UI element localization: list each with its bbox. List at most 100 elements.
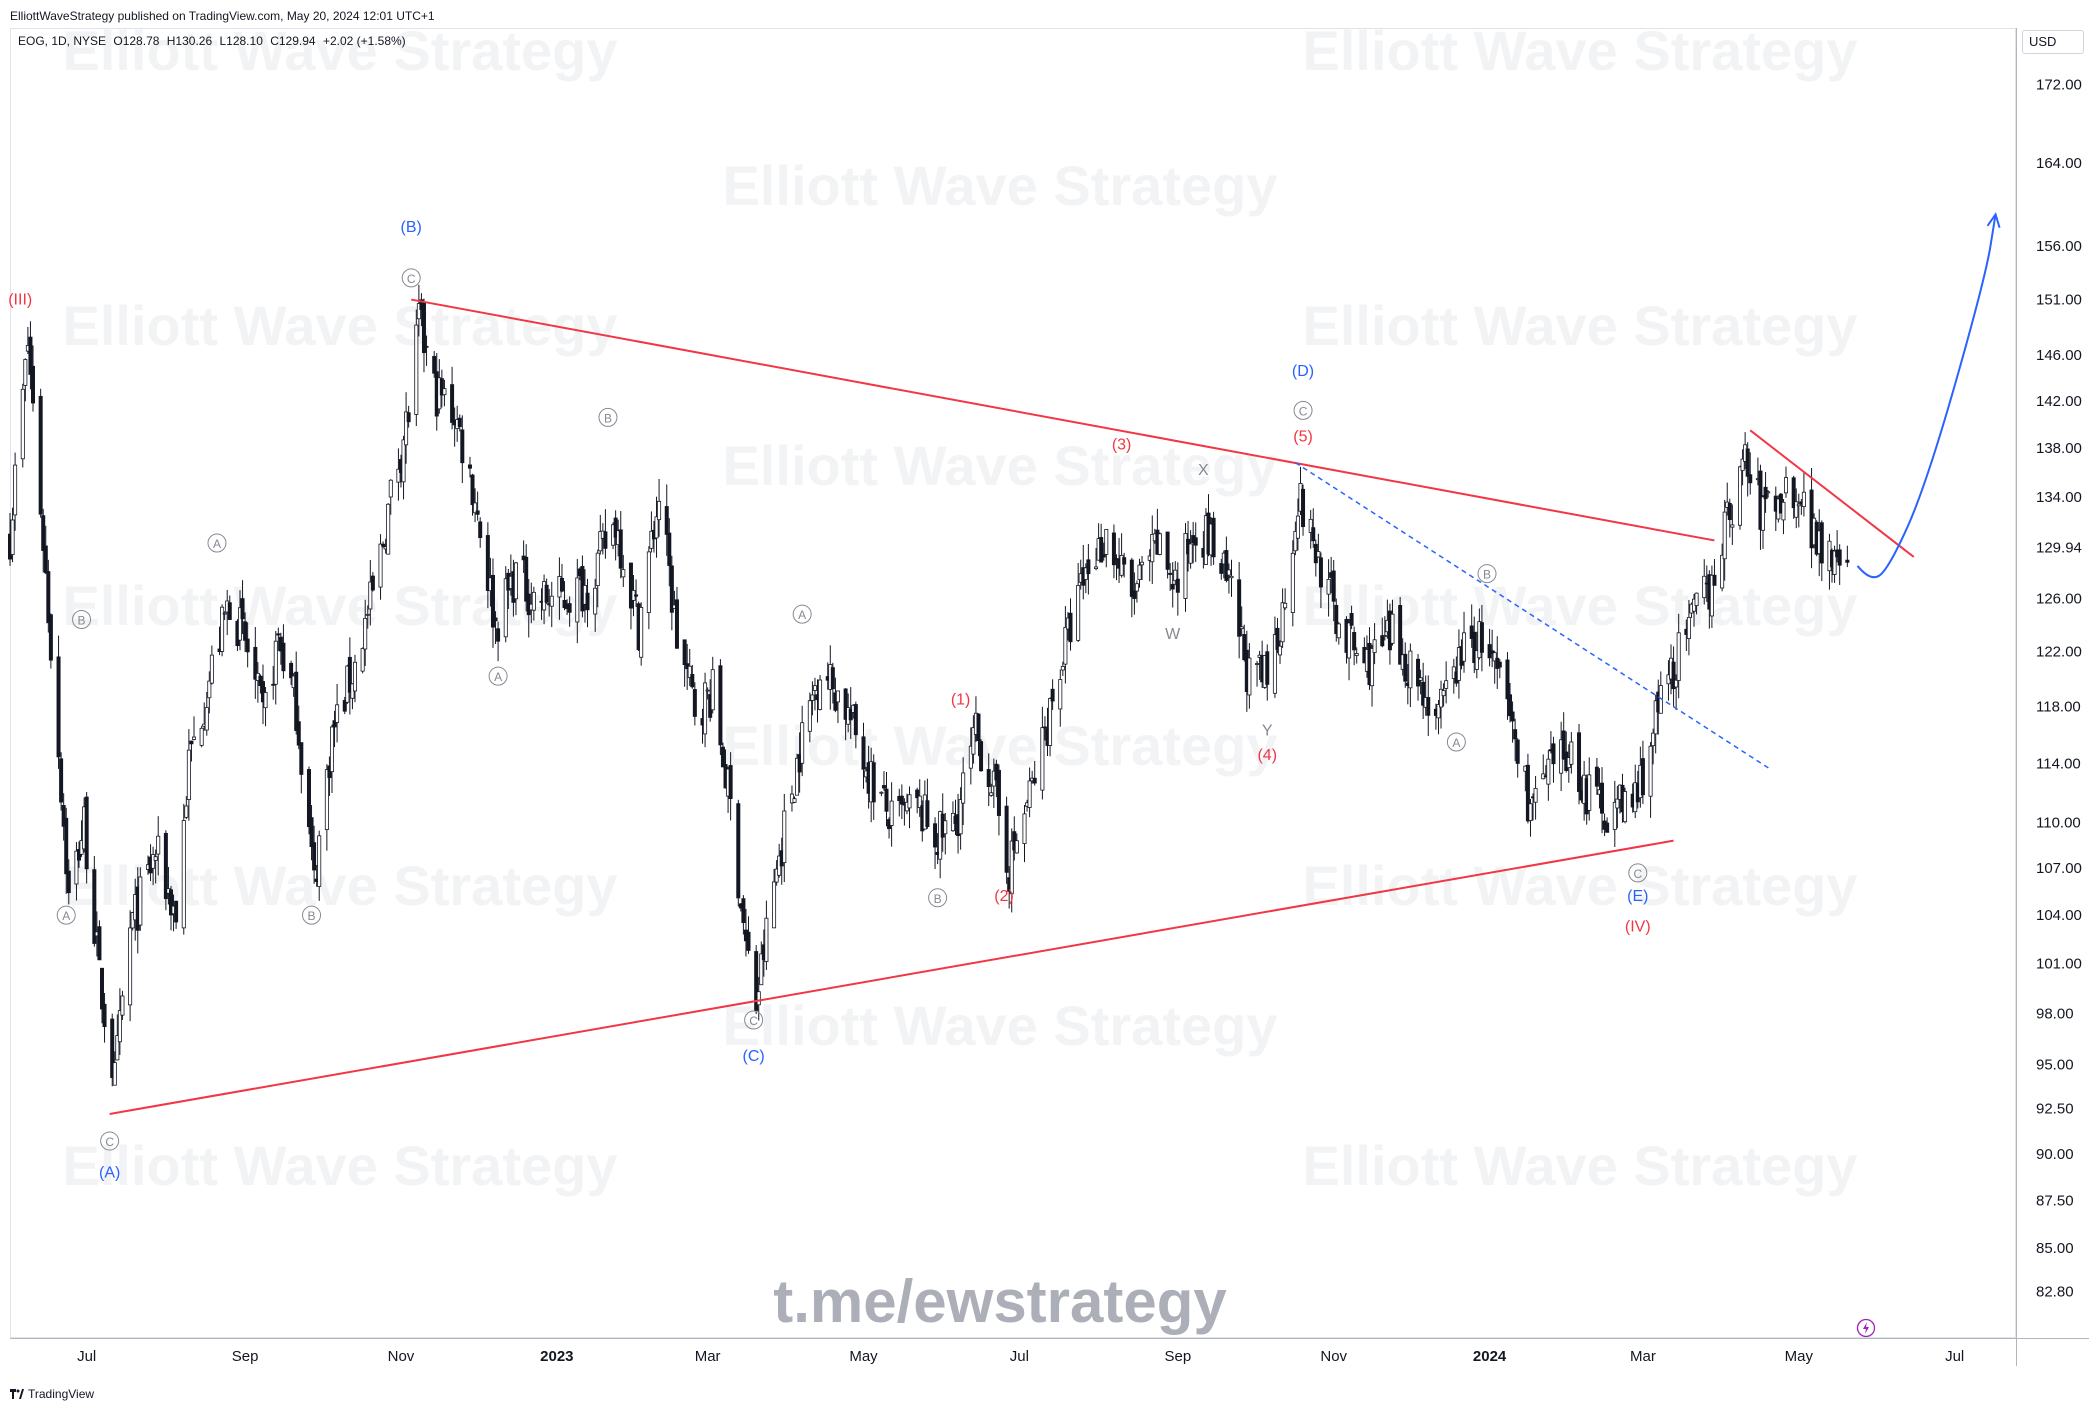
candle-body-up	[1229, 575, 1234, 579]
candle-body-up	[1709, 574, 1714, 617]
time-tick-label: Mar	[695, 1348, 721, 1365]
candle-body-up	[1722, 511, 1727, 560]
candle-body-down	[496, 628, 501, 642]
price-tick-label: 134.00	[2036, 489, 2082, 506]
candle	[110, 1013, 115, 1087]
candle	[1237, 562, 1242, 659]
candle	[772, 869, 777, 929]
candle	[13, 452, 18, 531]
candle-body-up	[1293, 531, 1298, 552]
candle	[618, 511, 623, 579]
candle-body-down	[493, 617, 498, 622]
watermark-text: Elliott Wave Strategy	[63, 854, 618, 917]
candle	[720, 742, 725, 768]
candle-body-down	[309, 817, 314, 848]
candle-body-up	[835, 690, 840, 703]
candle-body-up	[1761, 496, 1766, 531]
lightning-icon[interactable]	[1856, 1318, 1876, 1338]
candle-body-down	[996, 769, 1001, 816]
candle-body-up	[1781, 501, 1786, 521]
candle-body-up	[705, 689, 710, 692]
candle	[23, 358, 28, 402]
candle-body-down	[370, 575, 375, 591]
candle-body-up	[115, 1035, 120, 1061]
wave-label: C	[401, 268, 421, 288]
candle-body-up	[1569, 741, 1574, 765]
candle-body-down	[1132, 590, 1137, 599]
symbol-legend[interactable]: EOG, 1D, NYSE O128.78 H130.26 L128.10 C1…	[18, 34, 410, 48]
candle-body-up	[204, 707, 209, 731]
wave-label-text: B	[934, 892, 942, 906]
wave-label-text: (A)	[99, 1164, 120, 1181]
candle	[1173, 561, 1178, 586]
wave-label-text: (III)	[8, 292, 32, 309]
candle-body-up	[1832, 550, 1837, 575]
candle	[861, 722, 866, 789]
candle	[664, 484, 669, 556]
candle	[1272, 616, 1277, 698]
candle-body-down	[59, 758, 64, 803]
watermark-text: Elliott Wave Strategy	[1303, 19, 1858, 82]
candle	[253, 627, 258, 699]
candle-body-up	[1173, 569, 1178, 582]
candle	[871, 754, 876, 820]
candle	[56, 635, 61, 769]
candle-body-down	[1032, 777, 1037, 784]
candle-body-down	[424, 345, 429, 348]
candle	[470, 473, 475, 516]
time-tick-label: May	[849, 1348, 878, 1365]
candle	[186, 729, 191, 821]
candle	[1398, 597, 1403, 665]
candle	[1219, 558, 1224, 580]
candle	[1832, 545, 1837, 583]
wave-label: (D)	[1292, 363, 1314, 380]
candle	[1791, 475, 1796, 519]
candle	[1490, 629, 1495, 668]
candle	[61, 793, 66, 841]
candle	[43, 525, 48, 575]
candle	[1528, 798, 1533, 837]
candle-body-up	[1290, 552, 1295, 613]
candle-body-down	[933, 823, 938, 848]
candle-body-up	[237, 607, 242, 641]
candle	[1168, 563, 1173, 591]
candle-body-down	[342, 700, 347, 712]
candle-body-up	[1648, 745, 1653, 797]
candle-body-up	[363, 617, 368, 650]
candle-body-down	[986, 769, 991, 787]
candle	[439, 369, 444, 408]
candle	[756, 976, 761, 1021]
candle	[1439, 680, 1444, 729]
candle-body-up	[598, 531, 603, 552]
candle	[843, 688, 848, 741]
candle	[493, 611, 498, 644]
candle	[294, 651, 299, 735]
wave-label: (4)	[1257, 747, 1277, 764]
candle-body-up	[1150, 533, 1155, 563]
wave-label: B	[302, 905, 322, 925]
candle	[1515, 738, 1520, 778]
candle-body-up	[1226, 569, 1231, 576]
candle-body-down	[1479, 622, 1484, 653]
candle	[782, 793, 787, 883]
wave-label-text: A	[494, 670, 502, 684]
candle-body-up	[20, 388, 25, 460]
candle	[961, 757, 966, 826]
candle	[692, 682, 697, 726]
currency-button[interactable]: USD	[2022, 30, 2084, 54]
candle	[1301, 484, 1306, 536]
candle	[1063, 606, 1068, 684]
watermark-text: Elliott Wave Strategy	[63, 294, 618, 357]
publish-header: ElliottWaveStrategy published on Trading…	[10, 9, 435, 23]
candle	[1370, 644, 1375, 707]
candle	[222, 611, 227, 621]
candle-body-down	[1219, 563, 1224, 574]
candle	[1247, 643, 1252, 709]
candle-body-down	[478, 521, 483, 539]
candle	[363, 599, 368, 666]
candle-body-down	[1510, 711, 1515, 722]
price-tick-label: 107.00	[2036, 860, 2082, 877]
candle-body-up	[1048, 698, 1053, 746]
time-tick-label: Jul	[1945, 1348, 1964, 1365]
